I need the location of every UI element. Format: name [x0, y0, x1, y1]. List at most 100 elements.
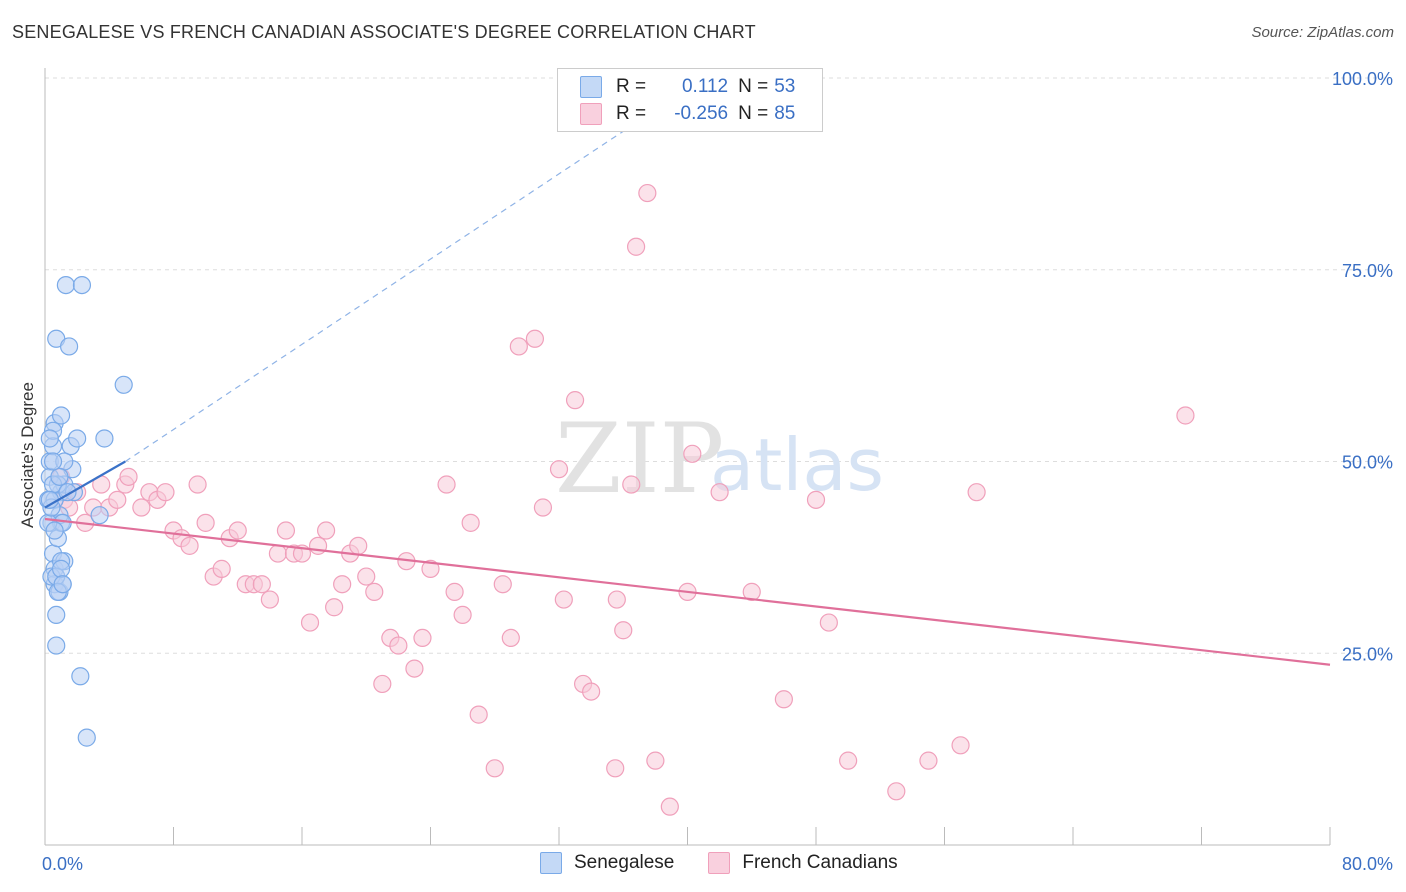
french-canadians-point: [389, 636, 408, 655]
legend-item-french-canadians[interactable]: French Canadians: [708, 852, 898, 874]
legend-row-senegalese: R = 0.112 N = 53: [580, 75, 795, 99]
x-tick-label: 0.0%: [42, 854, 83, 874]
french-canadians-point: [445, 582, 464, 601]
senegalese-point: [47, 636, 66, 655]
french-canadians-point: [565, 391, 585, 410]
french-canadians-point: [549, 460, 569, 479]
senegalese-point: [53, 575, 72, 594]
french-canadians-point: [180, 536, 199, 555]
watermark-atlas: atlas: [710, 423, 884, 507]
y-tick-label: 75.0%: [1342, 261, 1393, 281]
french-canadians-point: [533, 498, 553, 517]
french-canadians-point: [196, 513, 215, 532]
senegalese-point: [71, 667, 90, 686]
french-canadians-point: [742, 582, 761, 601]
legend-r-label: R =: [616, 76, 647, 97]
french-canadians-point: [485, 759, 504, 778]
senegalese-point: [56, 275, 75, 295]
french-canadians-point: [606, 759, 625, 778]
french-canadians-points: [51, 183, 1195, 816]
french-canadians-point: [839, 751, 858, 770]
french-canadians-point: [951, 736, 970, 755]
french-canadians-point: [365, 582, 384, 601]
senegalese-point: [47, 605, 66, 625]
french-canadians-point: [276, 521, 296, 540]
french-canadians-point: [316, 521, 336, 540]
french-canadians-point: [132, 498, 151, 517]
senegalese-point: [40, 429, 59, 448]
legend-swatch-pink: [580, 103, 602, 125]
senegalese-swatch: [540, 852, 562, 874]
french-canadians-point: [405, 659, 424, 678]
legend-r-label: R =: [616, 103, 647, 124]
senegalese-trend-extension: [124, 77, 704, 463]
french-canadians-point: [437, 475, 456, 494]
french-canadians-point: [260, 590, 279, 609]
french-canadians-point: [919, 751, 938, 770]
senegalese-point: [59, 337, 79, 356]
senegalese-point: [43, 452, 63, 471]
french-canadians-point: [156, 483, 175, 502]
french-canadians-point: [554, 590, 573, 609]
french-canadians-label: French Canadians: [742, 852, 898, 873]
x-tick-label: 80.0%: [1342, 854, 1393, 874]
french-canadians-point: [493, 575, 512, 594]
french-canadians-point: [325, 598, 344, 617]
senegalese-label: Senegalese: [574, 852, 675, 873]
senegalese-point: [45, 521, 64, 540]
french-canadians-point: [300, 613, 320, 632]
french-canadians-point: [212, 559, 231, 578]
french-canadians-point: [710, 483, 729, 502]
french-canadians-point: [119, 467, 138, 486]
legend-r-value: 0.112: [681, 76, 729, 97]
french-canadians-point: [461, 513, 480, 532]
french-canadians-swatch: [708, 852, 731, 874]
french-canadians-point: [188, 475, 207, 494]
french-canadians-point: [683, 444, 702, 463]
french-canadians-point: [413, 628, 432, 648]
french-canadians-point: [646, 751, 665, 770]
legend-row-french-canadians: R = -0.256 N = 85: [580, 102, 795, 126]
french-canadians-point: [819, 613, 838, 632]
legend-r-value: -0.256: [674, 103, 729, 124]
senegalese-point: [72, 275, 92, 295]
french-canadians-point: [469, 705, 488, 724]
senegalese-point: [114, 375, 133, 394]
series-legend: Senegalese French Canadians: [540, 852, 932, 874]
french-canadians-point: [357, 567, 376, 586]
french-canadians-point: [638, 183, 657, 203]
correlation-legend: R = 0.112 N = 53 R = -0.256 N = 85: [557, 68, 823, 132]
french-canadians-point: [509, 337, 528, 356]
legend-n-value: 53: [774, 76, 796, 97]
senegalese-point: [51, 406, 71, 425]
french-canadians-point: [1176, 406, 1195, 425]
tick-labels: 25.0% 50.0% 75.0% 100.0% 0.0% 80.0%: [42, 69, 1393, 874]
french-canadians-point: [373, 674, 392, 694]
y-axis-label: Associate's Degree: [18, 382, 37, 528]
french-canadians-point: [349, 536, 368, 555]
legend-item-senegalese[interactable]: Senegalese: [540, 852, 674, 874]
legend-n-label: N =: [738, 76, 769, 97]
y-tick-label: 25.0%: [1342, 644, 1393, 664]
french-canadians-point: [622, 475, 641, 494]
y-tick-label: 100.0%: [1332, 69, 1393, 89]
french-canadians-point: [967, 483, 986, 502]
senegalese-point: [68, 429, 87, 448]
grid-lines: [45, 77, 1390, 654]
french-canadians-point: [626, 237, 646, 256]
senegalese-point: [51, 559, 71, 578]
french-canadians-point: [228, 521, 247, 540]
senegalese-point: [95, 429, 114, 448]
french-canadians-point: [252, 575, 271, 594]
legend-swatch-blue: [580, 76, 602, 98]
legend-n-label: N =: [738, 103, 769, 124]
french-canadians-point: [607, 590, 626, 609]
french-canadians-point: [421, 559, 440, 578]
french-canadians-trend-line: [44, 517, 1331, 666]
source-label: Source: ZipAtlas.com: [1251, 24, 1394, 41]
french-canadians-point: [806, 490, 826, 509]
senegalese-point: [90, 506, 109, 525]
french-canadians-point: [525, 329, 545, 348]
french-canadians-point: [501, 628, 520, 648]
